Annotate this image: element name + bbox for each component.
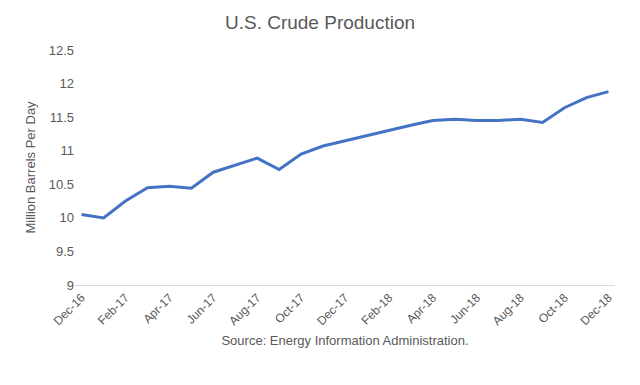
svg-text:Jun-18: Jun-18 <box>447 291 483 327</box>
svg-text:Feb-17: Feb-17 <box>95 291 132 328</box>
svg-text:Dec-18: Dec-18 <box>578 291 615 328</box>
svg-text:Dec-16: Dec-16 <box>51 291 88 328</box>
svg-text:Million Barrels Per Day: Million Barrels Per Day <box>23 101 38 234</box>
svg-text:11: 11 <box>61 143 75 158</box>
svg-text:12.5: 12.5 <box>49 43 74 58</box>
svg-text:Dec-17: Dec-17 <box>314 291 351 328</box>
svg-text:11.5: 11.5 <box>50 110 74 125</box>
svg-text:Aug-18: Aug-18 <box>490 291 527 328</box>
svg-text:Apr-18: Apr-18 <box>404 291 440 327</box>
svg-text:10.5: 10.5 <box>49 177 74 192</box>
svg-text:U.S. Crude Production: U.S. Crude Production <box>225 12 415 33</box>
svg-text:9.5: 9.5 <box>56 244 74 259</box>
svg-text:Apr-17: Apr-17 <box>140 291 176 327</box>
svg-text:Aug-17: Aug-17 <box>226 291 263 328</box>
svg-text:9: 9 <box>67 278 74 293</box>
svg-text:Oct-18: Oct-18 <box>536 291 572 327</box>
svg-text:Feb-18: Feb-18 <box>358 291 395 328</box>
svg-text:Jun-17: Jun-17 <box>184 291 220 327</box>
svg-text:Oct-17: Oct-17 <box>272 291 308 327</box>
svg-text:Source: Energy Information Adm: Source: Energy Information Administratio… <box>221 333 468 348</box>
svg-text:10: 10 <box>60 210 74 225</box>
svg-text:12: 12 <box>60 76 74 91</box>
